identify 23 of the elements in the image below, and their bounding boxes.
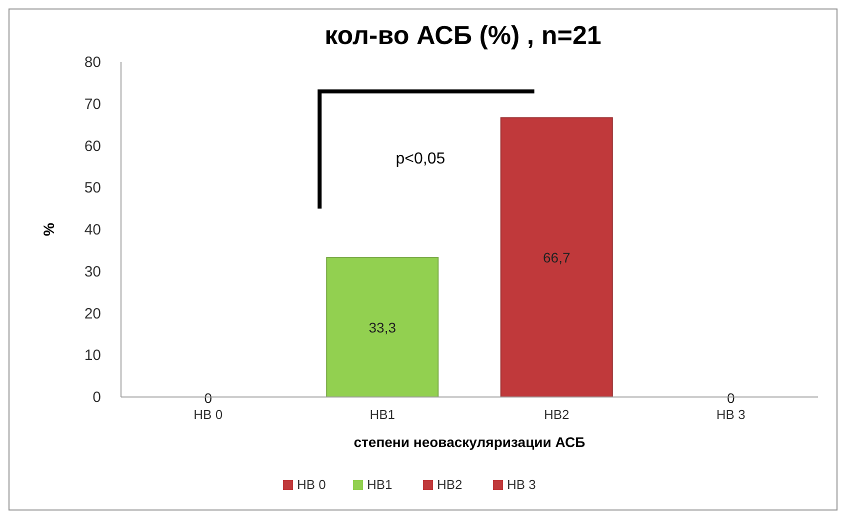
legend-label: НВ1 <box>367 477 392 492</box>
legend-label: НВ 0 <box>297 477 326 492</box>
chart-title: кол-во АСБ (%) , n=21 <box>324 20 602 50</box>
legend-label: НВ2 <box>437 477 462 492</box>
data-label: 66,7 <box>543 249 570 266</box>
y-tick-label: 70 <box>84 96 101 113</box>
y-tick-label: 40 <box>84 222 101 238</box>
x-tick-label: НВ2 <box>544 407 570 422</box>
y-tick-label: 0 <box>92 389 101 406</box>
x-tick-label: НВ 3 <box>716 407 746 422</box>
x-tick-label: НВ 0 <box>194 407 223 422</box>
y-tick-label: 60 <box>84 138 101 155</box>
x-tick-label: НВ1 <box>370 407 396 422</box>
y-axis-title: % <box>41 222 58 236</box>
y-tick-label: 30 <box>84 263 101 280</box>
y-tick-label: 10 <box>84 347 101 364</box>
y-tick-label: 20 <box>84 305 101 322</box>
data-label: 33,3 <box>368 319 396 336</box>
y-tick-label: 80 <box>84 54 101 71</box>
x-axis-title: степени неоваскуляризации АСБ <box>354 434 586 450</box>
legend-label: НВ 3 <box>507 477 536 492</box>
y-tick-label: 50 <box>84 180 101 197</box>
annotation: p<0,05 <box>396 150 446 168</box>
